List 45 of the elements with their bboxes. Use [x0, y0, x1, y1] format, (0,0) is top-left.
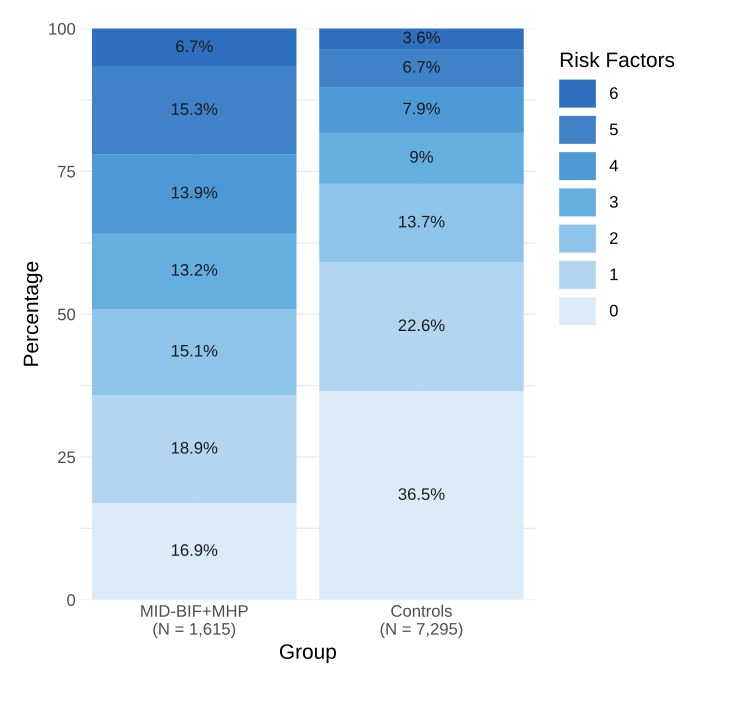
legend-label: 6: [610, 87, 618, 99]
legend-label: 5: [610, 124, 618, 136]
legend-label: 4: [610, 160, 618, 172]
data-label: 6.7%: [403, 60, 440, 73]
data-label: 13.9%: [172, 186, 218, 198]
data-label: 7.9%: [403, 102, 440, 114]
data-label: 15.3%: [172, 103, 218, 115]
legend-label: 1: [610, 268, 618, 280]
bar: [92, 395, 296, 504]
y-tick-label: 75: [58, 166, 76, 178]
bar: [92, 154, 296, 234]
y-axis-title: Percentage: [24, 262, 42, 366]
bar: [92, 503, 296, 600]
legend-label: 3: [610, 196, 618, 208]
y-tick-label: 25: [58, 451, 76, 464]
legend-label: 2: [610, 232, 618, 244]
bar: [319, 184, 524, 262]
bar: [92, 309, 296, 396]
legend-title: Risk Factors: [560, 52, 674, 68]
data-label: 13.7%: [399, 216, 445, 228]
data-label: 36.5%: [398, 488, 445, 500]
bar: [92, 28, 296, 67]
data-label: 16.9%: [172, 544, 218, 556]
data-label: 3.6%: [403, 32, 440, 44]
bar: [319, 391, 524, 600]
data-label: 13.2%: [172, 264, 218, 276]
x-tick-label: Controls (N = 7,295): [380, 604, 462, 638]
x-tick-label: MID-BIF+MHP (N = 1,615): [141, 605, 248, 638]
bar: [319, 49, 524, 88]
legend-label: 0: [610, 304, 618, 316]
y-tick-label: 50: [58, 308, 76, 320]
data-label: 6.7%: [176, 40, 213, 52]
y-tick-label: 100: [49, 22, 76, 35]
data-label: 22.6%: [398, 319, 445, 332]
bar: [319, 87, 524, 133]
bar: [319, 132, 524, 184]
data-label: 9%: [410, 150, 433, 163]
bar: [92, 234, 296, 310]
x-axis-title: Group: [280, 644, 336, 664]
y-tick-label: 0: [67, 594, 76, 606]
bar: [319, 262, 524, 392]
bar: [92, 66, 296, 154]
bar: [319, 28, 524, 50]
data-label: 18.9%: [172, 442, 218, 454]
data-label: 15.1%: [172, 344, 218, 357]
